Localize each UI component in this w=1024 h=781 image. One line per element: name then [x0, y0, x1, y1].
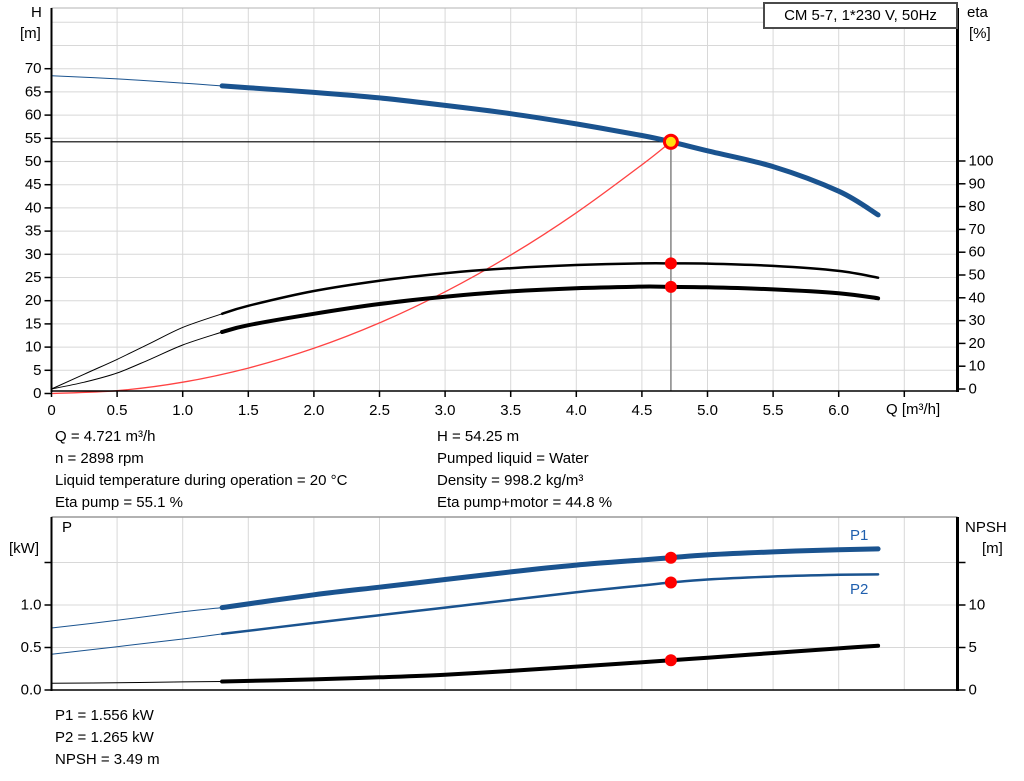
x-tick-label: 5.5 [763, 402, 784, 419]
duty-marker-dot [664, 551, 677, 564]
duty-info-left: Q = 4.721 m³/h n = 2898 rpm Liquid tempe… [55, 426, 347, 514]
y-right-tick-label: 50 [969, 267, 986, 284]
eta-pump-value: Eta pump = 55.1 % [55, 494, 183, 511]
x-tick-label: 3.0 [435, 402, 456, 419]
y-right-tick-label: 0 [969, 381, 977, 398]
y-left-tick-label: 0 [33, 385, 41, 402]
p1-curve-thin [51, 607, 223, 629]
p2-value: P2 = 1.265 kW [55, 729, 154, 746]
p1-curve [219, 546, 881, 611]
duty-marker-dot [664, 257, 677, 270]
duty-marker-dot [664, 280, 677, 293]
power-info: P1 = 1.556 kW P2 = 1.265 kW NPSH = 3.49 … [55, 705, 160, 771]
y-left-tick-label: 70 [25, 60, 42, 77]
p2-curve-thin [51, 633, 223, 655]
p1-value: P1 = 1.556 kW [55, 707, 154, 724]
y-right-tick-label: 0 [969, 682, 977, 699]
head-value: H = 54.25 m [437, 428, 520, 445]
liquid-temperature-value: Liquid temperature during operation = 20… [55, 472, 348, 489]
npsh-curve [220, 643, 881, 684]
y-left-tick-label: 15 [25, 315, 42, 332]
y-left-tick-label: 0.0 [21, 682, 42, 699]
p2-curve-label: P2 [850, 581, 869, 598]
eta-pump-motor-value: Eta pump+motor = 44.8 % [437, 494, 613, 511]
y-right-tick-label: 30 [969, 312, 986, 329]
y-left-tick-label: 60 [25, 107, 42, 124]
npsh-value: NPSH = 3.49 m [55, 751, 160, 768]
grid [51, 517, 958, 690]
y-left-tick-label: 45 [25, 176, 42, 193]
npsh-curve-thin [51, 681, 223, 684]
y-left-tick-label: 0.5 [21, 639, 42, 656]
y-left-tick-label: 30 [25, 246, 42, 263]
eta-pump-curve [220, 261, 880, 316]
h-axis-label: H [31, 4, 42, 21]
x-tick-label: 2.0 [303, 402, 324, 419]
duty-marker-dot [664, 654, 677, 667]
x-tick-label: 1.5 [238, 402, 259, 419]
speed-value: n = 2898 rpm [55, 450, 144, 467]
y-right-tick-label: 80 [969, 198, 986, 215]
grid [51, 8, 958, 391]
system-curve [51, 141, 672, 395]
eta-pump-motor-curve [220, 284, 881, 334]
duty-info-right: H = 54.25 m Pumped liquid = Water Densit… [437, 426, 612, 514]
y-right-tick-label: 70 [969, 221, 986, 238]
x-tick-label: 0.5 [107, 402, 128, 419]
y-right-tick-label: 90 [969, 175, 986, 192]
pump-performance-chart: 0 5 10 15 20 25 30 35 40 45 50 55 60 65 70 0 10 20 30 40 50 6… [25, 7, 994, 419]
y-left-tick-label: 55 [25, 130, 42, 147]
npsh-axis-unit-label: [m] [982, 540, 1003, 557]
y-left-tick-label: 50 [25, 153, 42, 170]
flow-value: Q = 4.721 m³/h [55, 428, 156, 445]
x-tick-label: 2.5 [369, 402, 390, 419]
y-right-tick-label: 10 [969, 358, 986, 375]
y-right-tick-label: 40 [969, 289, 986, 306]
eta-axis-unit-label: [%] [969, 25, 991, 42]
x-tick-label: 5.0 [697, 402, 718, 419]
y-right-tick-label: 100 [969, 153, 994, 170]
y-left-tick-label: 20 [25, 292, 42, 309]
x-tick-label: 4.5 [631, 402, 652, 419]
eta-pump-motor-curve-thin [51, 331, 223, 390]
y-right-tick-label: 60 [969, 244, 986, 261]
duty-point [662, 133, 679, 150]
y-left-tick-label: 25 [25, 269, 42, 286]
x-tick-label: 0 [47, 402, 55, 419]
eta-axis-label: eta [967, 4, 988, 21]
y-left-tick-label: 40 [25, 199, 42, 216]
duty-marker-dot [664, 576, 677, 589]
y-right-tick-label: 5 [969, 639, 977, 656]
y-left-tick-label: 5 [33, 362, 41, 379]
x-tick-label: 3.5 [500, 402, 521, 419]
y-right-tick-label: 20 [969, 335, 986, 352]
head-curve-thin [51, 75, 223, 87]
power-npsh-chart: 0.0 0.5 1.0 0 5 10 [21, 516, 986, 699]
p-axis-unit-label: [kW] [9, 540, 39, 557]
eta-pump-curve-thin [51, 313, 223, 390]
y-left-tick-label: 65 [25, 83, 42, 100]
h-axis-unit-label: [m] [20, 25, 41, 42]
density-value: Density = 998.2 kg/m³ [437, 472, 584, 489]
chart-title-box: CM 5-7, 1*230 V, 50Hz [763, 2, 958, 29]
x-tick-label: 1.0 [172, 402, 193, 419]
x-tick-label: 4.0 [566, 402, 587, 419]
x-tick-label: 6.0 [828, 402, 849, 419]
y-right-tick-label: 10 [969, 597, 986, 614]
pumped-liquid-value: Pumped liquid = Water [437, 450, 589, 467]
y-left-tick-label: 1.0 [21, 597, 42, 614]
p1-curve-label: P1 [850, 527, 869, 544]
y-left-tick-label: 10 [25, 339, 42, 356]
p2-curve [220, 573, 880, 636]
head-curve [219, 83, 881, 218]
q-axis-label: Q [m³/h] [886, 401, 941, 418]
p-axis-label: P [62, 519, 73, 536]
npsh-axis-label: NPSH [965, 519, 1007, 536]
y-left-tick-label: 35 [25, 223, 42, 240]
